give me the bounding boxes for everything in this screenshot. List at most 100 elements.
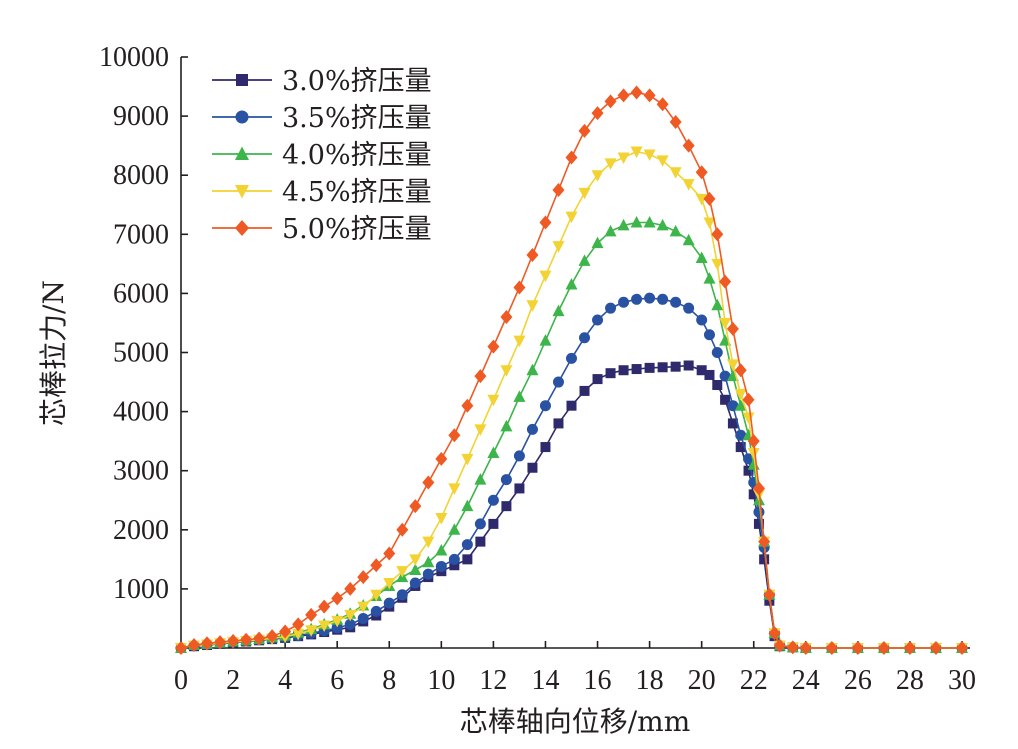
data-point	[670, 296, 682, 308]
data-point	[711, 227, 724, 242]
data-point	[734, 363, 747, 378]
data-point	[753, 518, 764, 529]
data-point	[752, 481, 765, 496]
data-point	[669, 224, 682, 237]
data-point	[292, 628, 305, 641]
series-5	[175, 85, 968, 655]
data-point	[656, 97, 669, 112]
data-point	[526, 247, 539, 262]
data-point	[644, 292, 656, 304]
data-point	[669, 115, 682, 130]
legend-marker-icon	[235, 146, 249, 160]
data-point	[565, 278, 578, 290]
series-3	[175, 215, 968, 653]
data-point	[578, 254, 591, 266]
y-tick-label: 8000	[113, 160, 169, 191]
data-point	[758, 534, 771, 549]
data-point	[448, 483, 461, 495]
data-point	[448, 553, 460, 565]
data-point	[539, 334, 552, 346]
data-point	[500, 419, 513, 432]
data-point	[719, 370, 731, 382]
data-point	[475, 536, 486, 547]
data-point	[643, 88, 656, 103]
data-point	[357, 601, 370, 614]
data-point	[719, 317, 732, 330]
data-point	[500, 365, 513, 377]
data-point	[618, 296, 630, 308]
data-point	[305, 625, 318, 637]
data-point	[956, 641, 968, 655]
y-axis-title: 芯棒拉力/N	[37, 280, 70, 426]
data-point	[759, 554, 770, 565]
data-point	[657, 362, 668, 373]
legend-item: 4.5%挤压量	[212, 177, 432, 208]
legend-label: 4.0%挤压量	[282, 140, 432, 171]
legend-item: 4.0%挤压量	[212, 140, 432, 171]
data-point	[552, 182, 565, 197]
legend-marker-icon	[235, 220, 249, 236]
data-point	[552, 241, 565, 253]
x-tick-label: 0	[174, 665, 188, 696]
data-point	[318, 620, 331, 633]
data-point	[500, 474, 512, 486]
data-point	[422, 555, 435, 568]
data-point	[630, 85, 643, 100]
legend-marker-icon	[236, 74, 248, 86]
data-point	[703, 272, 716, 284]
data-point	[461, 398, 474, 413]
data-point	[712, 380, 723, 391]
data-point	[435, 543, 448, 556]
data-point	[743, 465, 754, 476]
data-point	[877, 641, 890, 655]
data-point	[553, 418, 564, 429]
data-point	[683, 360, 694, 371]
data-point	[462, 554, 473, 565]
x-tick-label: 20	[688, 665, 716, 696]
data-point	[696, 314, 708, 326]
x-tick-label: 26	[844, 665, 872, 696]
ticks: 0 2 4 6 8 10 12 14 16 18 20 22 24 26 28 301000200030004…	[99, 42, 976, 696]
data-point	[578, 187, 591, 200]
data-point	[552, 376, 564, 388]
data-point	[719, 274, 732, 289]
data-point	[396, 522, 409, 537]
data-point	[539, 400, 551, 412]
data-point	[487, 446, 500, 458]
data-point	[474, 473, 487, 485]
x-tick-label: 22	[740, 665, 768, 696]
data-point	[565, 150, 578, 165]
data-point	[409, 563, 422, 575]
data-point	[526, 300, 539, 312]
data-point	[383, 597, 395, 609]
data-point	[566, 400, 577, 411]
data-point	[747, 447, 760, 460]
y-tick-label: 4000	[113, 397, 169, 428]
data-point	[735, 442, 746, 453]
data-point	[240, 632, 253, 647]
data-point	[656, 155, 669, 167]
legend-marker-icon	[235, 185, 249, 199]
data-point	[682, 138, 695, 153]
data-point	[696, 365, 707, 376]
data-point	[513, 280, 526, 295]
data-point	[617, 152, 630, 164]
data-point	[929, 641, 942, 655]
x-tick-label: 4	[278, 665, 292, 696]
legend-label: 3.5%挤压量	[282, 103, 432, 134]
data-point	[552, 304, 565, 317]
x-axis-title: 芯棒轴向位移/mm	[460, 705, 691, 738]
data-point	[461, 453, 474, 466]
data-point	[851, 641, 864, 655]
data-point	[331, 591, 344, 606]
data-point	[488, 518, 499, 529]
legend-item: 3.0%挤压量	[212, 66, 432, 97]
data-point	[605, 368, 616, 379]
data-point	[344, 581, 357, 596]
data-point	[727, 418, 738, 429]
data-point	[566, 352, 577, 364]
data-point	[253, 631, 266, 646]
data-point	[683, 302, 695, 314]
data-point	[630, 215, 643, 228]
data-point	[656, 218, 669, 231]
